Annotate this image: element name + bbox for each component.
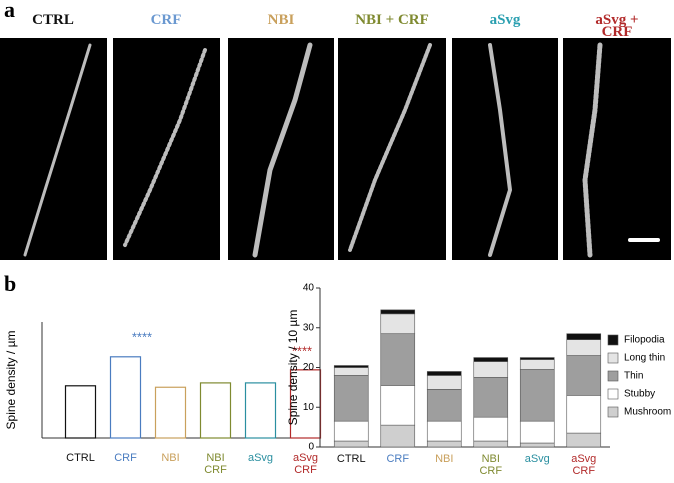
bar-segment — [519, 420, 555, 444]
significance: **** — [132, 329, 152, 344]
bar-segment — [473, 361, 509, 378]
bar-segment — [426, 375, 462, 390]
x-tick-label: aSvg CRF — [292, 452, 319, 476]
image-title: CRF — [150, 12, 182, 28]
y-tick-label: 30 — [303, 322, 315, 333]
legend-label: Stubby — [624, 389, 655, 400]
bar-segment — [333, 375, 369, 422]
bar-segment — [333, 367, 369, 376]
bar-segment — [519, 357, 555, 360]
bar-segment — [426, 420, 462, 442]
bar-segment — [333, 365, 369, 368]
dendrite — [123, 48, 207, 247]
x-tick-label: aSvg CRF — [571, 453, 597, 477]
x-tick-label: CRF — [386, 453, 410, 465]
micrograph — [0, 38, 107, 260]
x-tick-label: CTRL — [66, 452, 95, 464]
image-title: CTRL — [32, 12, 74, 28]
bar-segment — [426, 440, 462, 448]
y-axis-label: Spine density / µm — [4, 331, 18, 430]
micrographs — [0, 38, 671, 260]
image-title: aSvg — [489, 12, 521, 28]
dendrite — [488, 43, 513, 257]
legend-label: Mushroom — [624, 407, 671, 418]
bar — [64, 385, 97, 439]
bar-segment — [426, 371, 462, 376]
bar-segment — [566, 339, 602, 356]
image-title: NBI + CRF — [355, 12, 429, 28]
image-title: NBI — [267, 12, 295, 28]
bar-segment — [519, 369, 555, 422]
bar-segment — [380, 385, 416, 426]
bar-segment — [566, 432, 602, 448]
legend-label: Long thin — [624, 353, 665, 364]
bar-segment — [566, 355, 602, 396]
dendrite — [348, 43, 432, 252]
bar-segment — [333, 440, 369, 448]
legend-label: Filopodia — [624, 335, 665, 346]
bar-segment — [380, 309, 416, 315]
bar — [199, 382, 232, 439]
bar-segment — [566, 395, 602, 434]
y-tick-label: 10 — [303, 402, 315, 413]
y-tick-label: 20 — [303, 362, 315, 373]
x-tick-label: NBI — [435, 453, 454, 465]
dendrite — [23, 43, 92, 257]
bar — [109, 356, 142, 439]
panel-label: b — [4, 271, 16, 296]
x-tick-label: aSvg — [524, 453, 550, 465]
micrograph — [563, 38, 671, 260]
y-axis-label: Spine density / 10 µm — [286, 310, 300, 426]
bar-segment — [333, 420, 369, 442]
x-tick-label: CTRL — [336, 453, 366, 465]
bar — [244, 382, 277, 439]
legend-swatch — [607, 352, 619, 364]
bar-segment — [380, 424, 416, 448]
bar-segment — [473, 357, 509, 362]
legend-swatch — [607, 388, 619, 400]
x-tick-label: NBI — [161, 452, 180, 464]
legend-swatch — [607, 334, 619, 346]
x-tick-label: NBI CRF — [479, 453, 503, 477]
bar-segment — [380, 333, 416, 386]
micrograph — [338, 38, 446, 260]
dendrite — [582, 42, 603, 258]
x-tick-label: NBI CRF — [204, 452, 227, 476]
legend-label: Thin — [624, 371, 643, 382]
bar-segment — [426, 389, 462, 422]
micrograph — [228, 38, 334, 260]
x-tick-label: CRF — [114, 452, 137, 464]
dendrite — [252, 42, 313, 258]
image-title: aSvg + CRF — [595, 12, 639, 40]
bar-segment — [473, 440, 509, 448]
y-tick-label: 0 — [308, 442, 314, 453]
bar-segment — [473, 416, 509, 442]
legend-swatch — [607, 370, 619, 382]
bar — [154, 386, 187, 439]
y-tick-label: 40 — [303, 283, 315, 294]
legend-swatch — [607, 406, 619, 418]
significance: **** — [292, 343, 312, 358]
bar-segment — [519, 359, 555, 370]
bar-segment — [380, 313, 416, 335]
x-tick-label: aSvg — [247, 452, 274, 464]
bar-segment — [473, 377, 509, 418]
panel-label: a — [4, 0, 15, 22]
bar-segment — [519, 442, 555, 448]
bar-segment — [566, 333, 602, 340]
